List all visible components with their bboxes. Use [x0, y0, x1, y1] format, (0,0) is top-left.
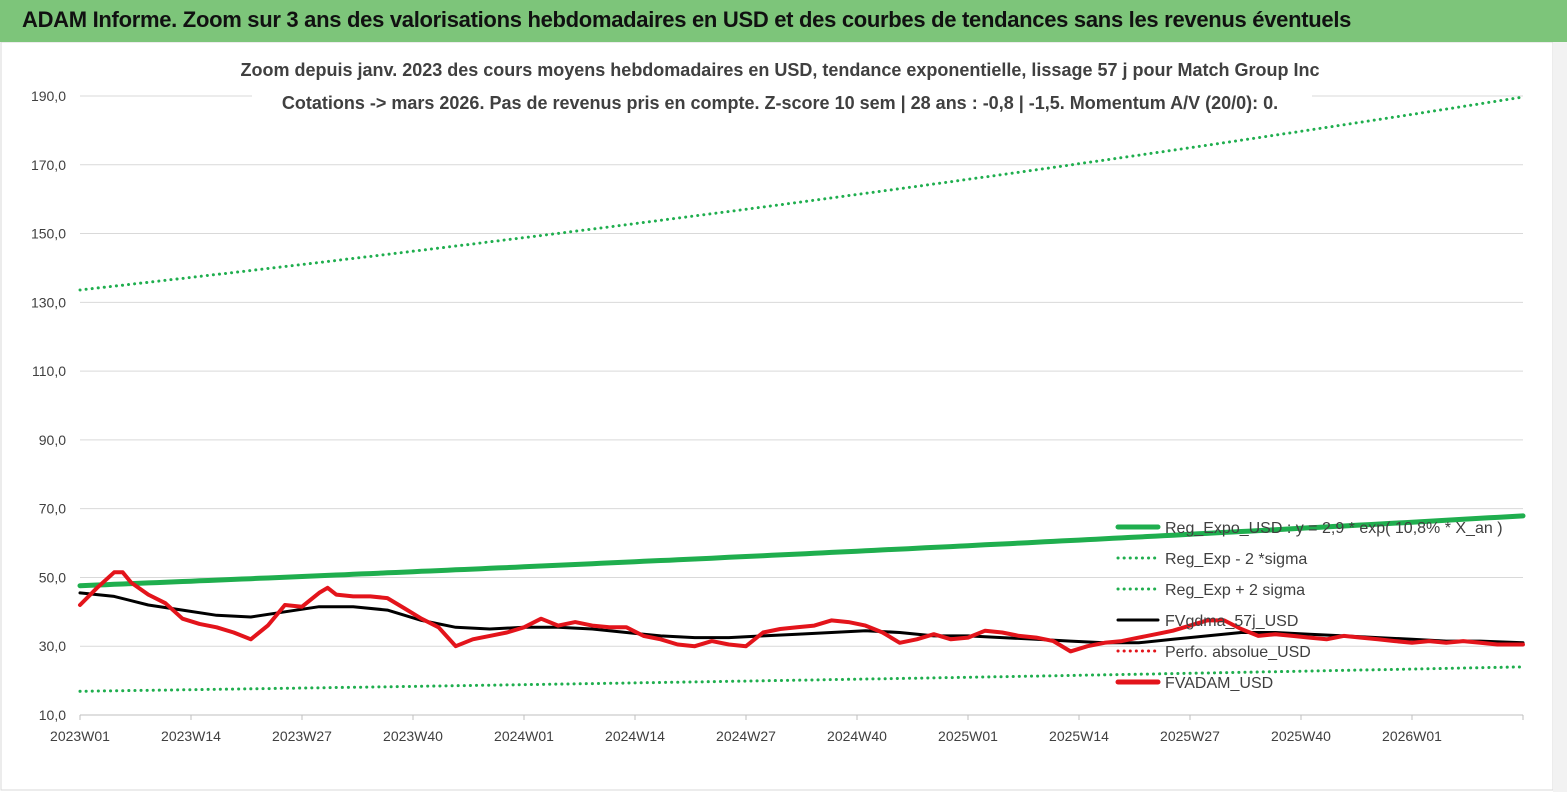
x-tick-label: 2023W01	[50, 728, 110, 744]
subtitle-background	[252, 57, 1312, 83]
page-title: ADAM Informe. Zoom sur 3 ans des valoris…	[22, 7, 1352, 32]
series-line-0	[77, 513, 1526, 589]
x-tick-label: 2024W01	[494, 728, 554, 744]
x-tick-label: 2024W27	[716, 728, 776, 744]
y-tick-label: 150,0	[31, 226, 66, 242]
y-tick-label: 190,0	[31, 88, 66, 104]
chart-area: 10,0 30,0 50,0 70,0 90,0 110,0 130,0 150,0 170,0…	[0, 42, 1567, 792]
legend-label: FVgdma_57j_USD	[1165, 613, 1298, 630]
subtitle-line: Cotations -> mars 2026. Pas de revenus p…	[282, 93, 1278, 113]
y-tick-label: 130,0	[31, 294, 66, 310]
x-tick-label: 2025W27	[1160, 728, 1220, 744]
title-banner: ADAM Informe. Zoom sur 3 ans des valoris…	[0, 0, 1567, 42]
subtitle-background	[252, 90, 1312, 116]
legend-label: Reg_Exp - 2 *sigma	[1165, 551, 1307, 568]
x-tick-label: 2023W14	[161, 728, 221, 744]
x-tick-label: 2024W14	[605, 728, 665, 744]
series-line-2	[78, 95, 1525, 292]
x-tick-label: 2023W27	[272, 728, 332, 744]
x-tick-label: 2023W40	[383, 728, 443, 744]
legend-label: Reg_Expo_USD : y = 2,9 * exp( 10,8% * X_…	[1165, 520, 1503, 537]
legend: Reg_Expo_USD : y = 2,9 * exp( 10,8% * X_…	[1115, 520, 1503, 692]
x-tick-label: 2025W14	[1049, 728, 1109, 744]
axes: 10,0 30,0 50,0 70,0 90,0 110,0 130,0 150,0 170,0…	[31, 88, 1524, 744]
x-tick-label: 2025W40	[1271, 728, 1331, 744]
y-tick-label: 110,0	[32, 363, 66, 379]
y-tick-label: 170,0	[31, 157, 66, 173]
legend-label: FVADAM_USD	[1165, 675, 1273, 692]
y-tick-label: 50,0	[39, 569, 66, 585]
subtitle-line: Zoom depuis janv. 2023 des cours moyens …	[241, 60, 1320, 80]
series-line-5	[78, 570, 1525, 654]
x-tick-label: 2026W01	[1382, 728, 1442, 744]
y-tick-label: 90,0	[39, 432, 66, 448]
y-tick-label: 10,0	[39, 707, 66, 723]
chart-subtitle: Zoom depuis janv. 2023 des cours moyens …	[241, 57, 1320, 116]
legend-label: Reg_Exp + 2 sigma	[1165, 582, 1305, 599]
series-lines	[77, 95, 1526, 693]
series-line-1	[78, 665, 1525, 693]
y-tick-label: 30,0	[39, 638, 66, 654]
chart-frame	[0, 42, 1554, 791]
scroll-gutter	[1553, 42, 1567, 792]
y-tick-label: 70,0	[39, 501, 66, 517]
legend-label: Perfo. absolue_USD	[1165, 644, 1311, 661]
x-tick-label: 2025W01	[938, 728, 998, 744]
x-tick-label: 2024W40	[827, 728, 887, 744]
